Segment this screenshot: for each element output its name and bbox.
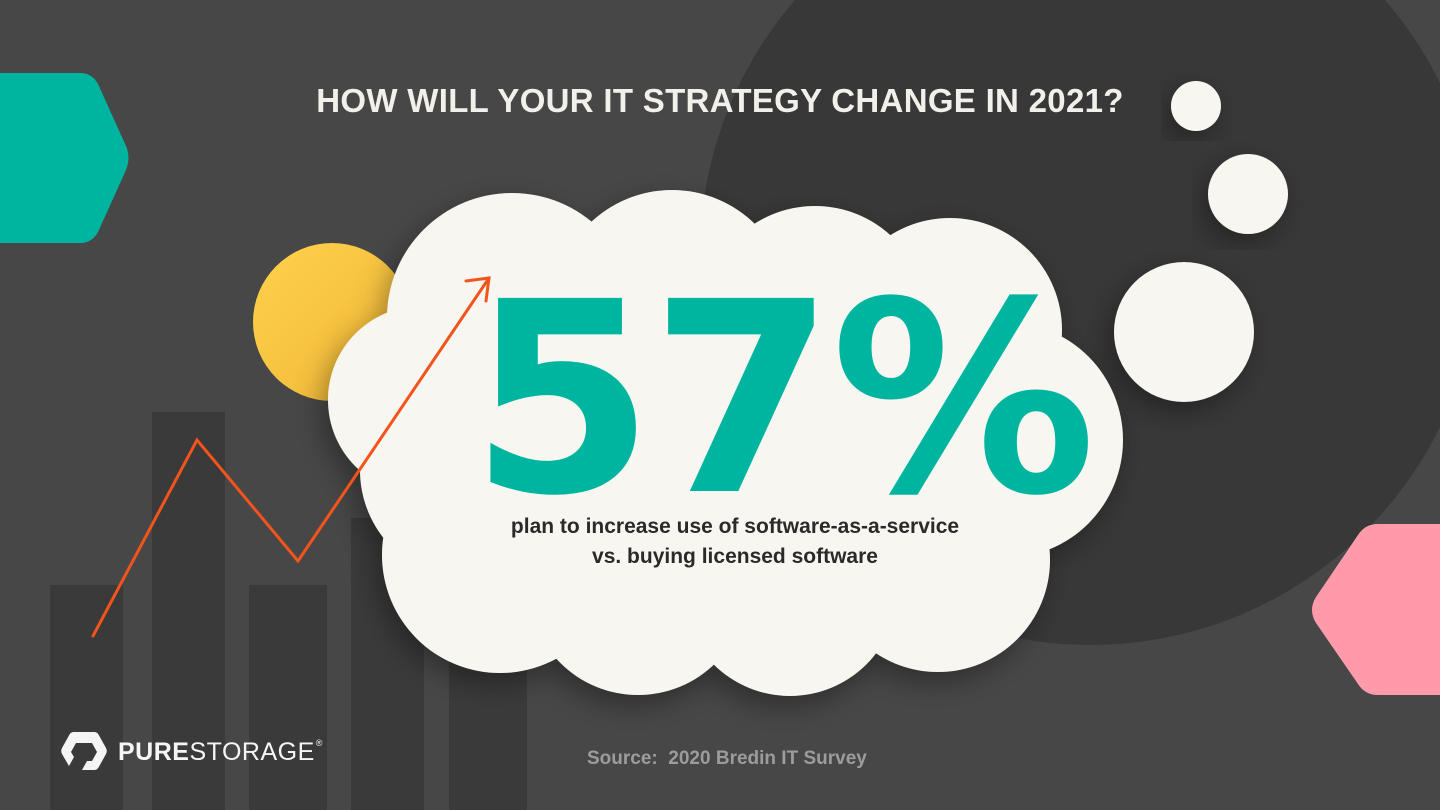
trend-line [91,276,491,638]
thought-bubble-large [1114,262,1254,402]
teal-hexagon-shape [0,73,129,243]
logo-name-regular: STORAGE [189,737,315,766]
thought-bubble-small [1171,81,1221,131]
bg-bar-1 [50,585,123,810]
logo-name-bold: PURE [118,737,190,766]
stat-caption-line1: plan to increase use of software-as-a-se… [510,515,960,538]
stat-caption-line2: vs. buying licensed software [592,545,878,568]
bg-bar-3 [249,585,327,810]
thought-cloud [328,190,1123,696]
stat-value: 57% [470,246,1096,554]
headline-title: HOW WILL YOUR IT STRATEGY CHANGE IN 2021… [316,82,1124,119]
pure-storage-logo-icon [61,732,107,770]
pure-storage-logo: PURESTORAGE® [60,730,323,774]
registered-mark: ® [315,737,323,748]
thought-bubble-medium [1208,154,1288,234]
source-note: Source: 2020 Bredin IT Survey [587,748,867,769]
bg-bar-2 [152,412,225,810]
logo-wordmark: PURESTORAGE® [118,738,323,767]
pink-hexagon-shape [1312,524,1440,695]
